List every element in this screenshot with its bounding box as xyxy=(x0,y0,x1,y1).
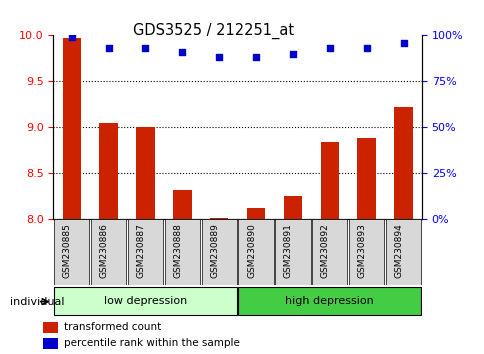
FancyBboxPatch shape xyxy=(348,219,383,285)
Bar xyxy=(393,107,412,219)
FancyBboxPatch shape xyxy=(91,219,126,285)
FancyBboxPatch shape xyxy=(54,287,236,315)
Text: GSM230887: GSM230887 xyxy=(136,223,145,278)
Bar xyxy=(246,209,265,219)
Point xyxy=(362,45,370,51)
Bar xyxy=(99,123,118,219)
Point xyxy=(141,45,149,51)
Text: high depression: high depression xyxy=(285,296,373,306)
Point xyxy=(105,45,112,51)
Text: low depression: low depression xyxy=(104,296,187,306)
Text: GSM230885: GSM230885 xyxy=(62,223,72,278)
FancyBboxPatch shape xyxy=(238,219,273,285)
Bar xyxy=(357,138,375,219)
Text: transformed count: transformed count xyxy=(64,322,161,332)
Bar xyxy=(43,338,58,349)
Bar xyxy=(62,38,81,219)
FancyBboxPatch shape xyxy=(312,219,347,285)
Bar xyxy=(43,322,58,333)
FancyBboxPatch shape xyxy=(54,219,89,285)
FancyBboxPatch shape xyxy=(165,219,199,285)
Text: GSM230893: GSM230893 xyxy=(357,223,366,278)
Bar xyxy=(210,218,228,219)
FancyBboxPatch shape xyxy=(201,219,236,285)
Bar xyxy=(173,190,191,219)
Bar xyxy=(320,142,338,219)
Point xyxy=(325,45,333,51)
Text: GSM230889: GSM230889 xyxy=(210,223,219,278)
Point xyxy=(288,51,296,57)
FancyBboxPatch shape xyxy=(238,287,420,315)
Text: GSM230890: GSM230890 xyxy=(246,223,256,278)
Point xyxy=(178,49,186,55)
Text: percentile rank within the sample: percentile rank within the sample xyxy=(64,338,240,348)
Text: GSM230892: GSM230892 xyxy=(320,223,329,278)
Point xyxy=(399,40,407,46)
Text: GSM230894: GSM230894 xyxy=(393,223,403,278)
Point xyxy=(68,34,76,40)
Text: individual: individual xyxy=(10,297,64,307)
Text: GSM230886: GSM230886 xyxy=(99,223,108,278)
FancyBboxPatch shape xyxy=(275,219,310,285)
Point xyxy=(215,55,223,60)
FancyBboxPatch shape xyxy=(385,219,420,285)
Text: GDS3525 / 212251_at: GDS3525 / 212251_at xyxy=(133,23,293,39)
Bar xyxy=(136,127,154,219)
Point xyxy=(252,55,259,60)
Text: GSM230891: GSM230891 xyxy=(283,223,292,278)
FancyBboxPatch shape xyxy=(128,219,163,285)
Bar xyxy=(283,196,302,219)
Text: GSM230888: GSM230888 xyxy=(173,223,182,278)
